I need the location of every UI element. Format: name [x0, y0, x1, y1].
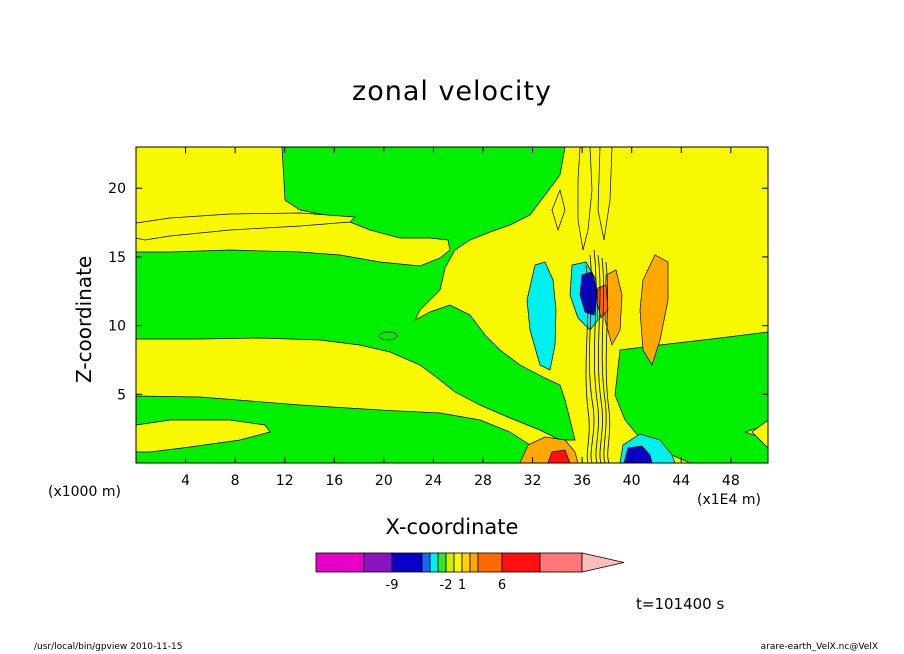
colorbar-segment: [461, 552, 471, 573]
y-tick-label: 15: [108, 250, 126, 266]
dense-contour-lines: [585, 249, 611, 463]
x-axis-label: X-coordinate: [385, 515, 519, 539]
field-yellow-streak-2: [597, 147, 613, 241]
x-tick-label: 16: [325, 473, 343, 489]
field-red-bottom: [547, 449, 571, 463]
x-tick-label: 44: [672, 473, 690, 489]
footer-left-text: /usr/local/bin/gpview 2010-11-15: [34, 642, 183, 652]
field-yellow-tongue: [136, 212, 356, 241]
colorbar-label: 6: [498, 578, 506, 593]
field-yellow-streak-1: [577, 147, 593, 251]
field-yellow-right-lens: [751, 419, 768, 449]
x-tick-label: 28: [474, 473, 492, 489]
y-tick-label: 10: [108, 319, 126, 335]
x-tick-label: 20: [375, 473, 393, 489]
contour-fields: [136, 147, 768, 463]
colorbar-segment: [445, 552, 455, 573]
x-tick-label: 40: [623, 473, 641, 489]
y-axis-label: Z-coordinate: [72, 255, 96, 383]
colorbar-segment: [501, 552, 541, 573]
x-axis-unit: (x1E4 m): [697, 492, 761, 508]
field-yellow-lower-lens: [136, 419, 271, 453]
colorbar-extension: [581, 552, 625, 573]
x-tick-label: 32: [524, 473, 542, 489]
colorbar-label: 1: [458, 578, 466, 593]
colorbar-label: -2: [440, 578, 453, 593]
x-tick-label: 8: [231, 473, 240, 489]
field-green-lower: [136, 395, 541, 463]
field-green-right: [614, 331, 768, 463]
colorbar-segment: [437, 552, 447, 573]
footer-right-text: arare-earth_VelX.nc@VelX: [760, 642, 878, 652]
field-blue-bottom: [623, 445, 653, 463]
field-orange-right-1: [639, 254, 669, 366]
plot-frame: [135, 146, 769, 464]
colorbar-segment: [453, 552, 463, 573]
colorbar: -9 -2 1 6: [315, 552, 625, 593]
x-tick-label: 24: [424, 473, 442, 489]
colorbar-segment: [315, 552, 365, 573]
colorbar-label: -9: [386, 578, 399, 593]
field-green-blob: [378, 331, 398, 341]
chart-title: zonal velocity: [352, 76, 552, 107]
y-tick-label: 5: [117, 387, 126, 403]
colorbar-segment: [363, 552, 393, 573]
x-tick-label: 48: [722, 473, 740, 489]
x-tick-label: 4: [181, 473, 190, 489]
colorbar-segment: [421, 552, 431, 573]
field-blue-core: [579, 271, 598, 316]
x-tick-label: 36: [573, 473, 591, 489]
field-green-upper: [136, 147, 576, 441]
y-axis-unit: (x1000 m): [48, 484, 121, 500]
colorbar-segment: [477, 552, 503, 573]
colorbar-segment: [429, 552, 439, 573]
y-tick-label: 20: [108, 181, 126, 197]
field-cyan-left: [526, 261, 557, 371]
field-yellow-streak-3: [551, 188, 566, 232]
colorbar-segment: [469, 552, 479, 573]
time-label: t=101400 s: [636, 595, 725, 613]
colorbar-segment: [391, 552, 423, 573]
x-tick-label: 12: [276, 473, 294, 489]
field-orange-right-2: [604, 269, 623, 346]
colorbar-segment: [539, 552, 583, 573]
